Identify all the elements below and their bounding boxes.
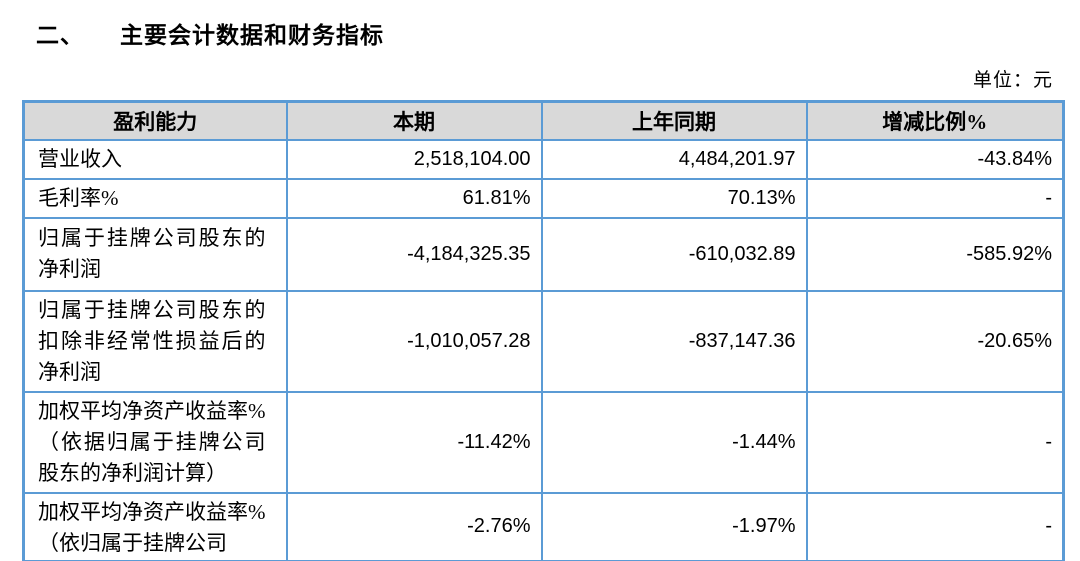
- change-ratio-value: -: [805, 390, 1065, 494]
- col-header-change-ratio: 增减比例%: [805, 100, 1065, 141]
- col-header-profitability: 盈利能力: [22, 100, 288, 141]
- prior-year-period-value: -1.97%: [540, 491, 808, 561]
- current-period-value: -2.76%: [285, 491, 543, 561]
- row-label-cell: 营业收入: [22, 138, 288, 180]
- unit-label: 单位：元: [972, 70, 1053, 91]
- row-label: 归属于挂牌公司股东的净利润: [38, 226, 266, 281]
- table-row: 营业收入 2,518,104.00 4,484,201.97 -43.84%: [22, 138, 1065, 180]
- row-label: 毛利率%: [38, 185, 119, 210]
- col-header-current-period: 本期: [285, 100, 543, 141]
- change-ratio-value: -: [805, 491, 1065, 561]
- row-label: 营业收入: [38, 146, 122, 171]
- table-body: 营业收入 2,518,104.00 4,484,201.97 -43.84% 毛利率% 6…: [22, 138, 1065, 561]
- prior-year-period-value: -610,032.89: [540, 216, 808, 292]
- table-row: 加权平均净资产收益率%（依据归属于挂牌公司股东的净利润计算） -11.42% -1.…: [22, 390, 1065, 494]
- prior-year-period-value: -837,147.36: [540, 289, 808, 393]
- change-ratio-value: -20.65%: [805, 289, 1065, 393]
- table-row: 归属于挂牌公司股东的净利润 -4,184,325.35 -610,032.89 -58…: [22, 216, 1065, 292]
- financial-indicators-table: 盈利能力 本期 上年同期 增减比例% 营业收入 2,518,104.00 4,484…: [22, 100, 1065, 561]
- change-ratio-value: -: [805, 177, 1065, 219]
- prior-year-period-value: 70.13%: [540, 177, 808, 219]
- row-label-cell: 加权平均净资产收益率%（依归属于挂牌公司: [22, 491, 288, 561]
- current-period-value: -1,010,057.28: [285, 289, 543, 393]
- row-label: 归属于挂牌公司股东的扣除非经常性损益后的净利润: [38, 297, 266, 384]
- table-row: 归属于挂牌公司股东的扣除非经常性损益后的净利润 -1,010,057.28 -837…: [22, 289, 1065, 393]
- change-ratio-value: -585.92%: [805, 216, 1065, 292]
- col-header-prior-year-period: 上年同期: [540, 100, 808, 141]
- current-period-value: -11.42%: [285, 390, 543, 494]
- prior-year-period-value: -1.44%: [540, 390, 808, 494]
- row-label-cell: 归属于挂牌公司股东的净利润: [22, 216, 288, 292]
- row-label: 加权平均净资产收益率%（依据归属于挂牌公司股东的净利润计算）: [38, 398, 266, 485]
- table-row: 毛利率% 61.81% 70.13% -: [22, 177, 1065, 219]
- section-title: 主要会计数据和财务指标: [120, 23, 384, 48]
- current-period-value: 2,518,104.00: [285, 138, 543, 180]
- row-label: 加权平均净资产收益率%（依归属于挂牌公司: [38, 499, 266, 555]
- section-number: 二、: [36, 23, 84, 48]
- current-period-value: 61.81%: [285, 177, 543, 219]
- section-heading: 二、 主要会计数据和财务指标: [36, 16, 384, 50]
- table-header-row: 盈利能力 本期 上年同期 增减比例%: [22, 100, 1065, 141]
- row-label-cell: 归属于挂牌公司股东的扣除非经常性损益后的净利润: [22, 289, 288, 393]
- current-period-value: -4,184,325.35: [285, 216, 543, 292]
- prior-year-period-value: 4,484,201.97: [540, 138, 808, 180]
- change-ratio-value: -43.84%: [805, 138, 1065, 180]
- row-label-cell: 毛利率%: [22, 177, 288, 219]
- table-row: 加权平均净资产收益率%（依归属于挂牌公司 -2.76% -1.97% -: [22, 491, 1065, 561]
- row-label-cell: 加权平均净资产收益率%（依据归属于挂牌公司股东的净利润计算）: [22, 390, 288, 494]
